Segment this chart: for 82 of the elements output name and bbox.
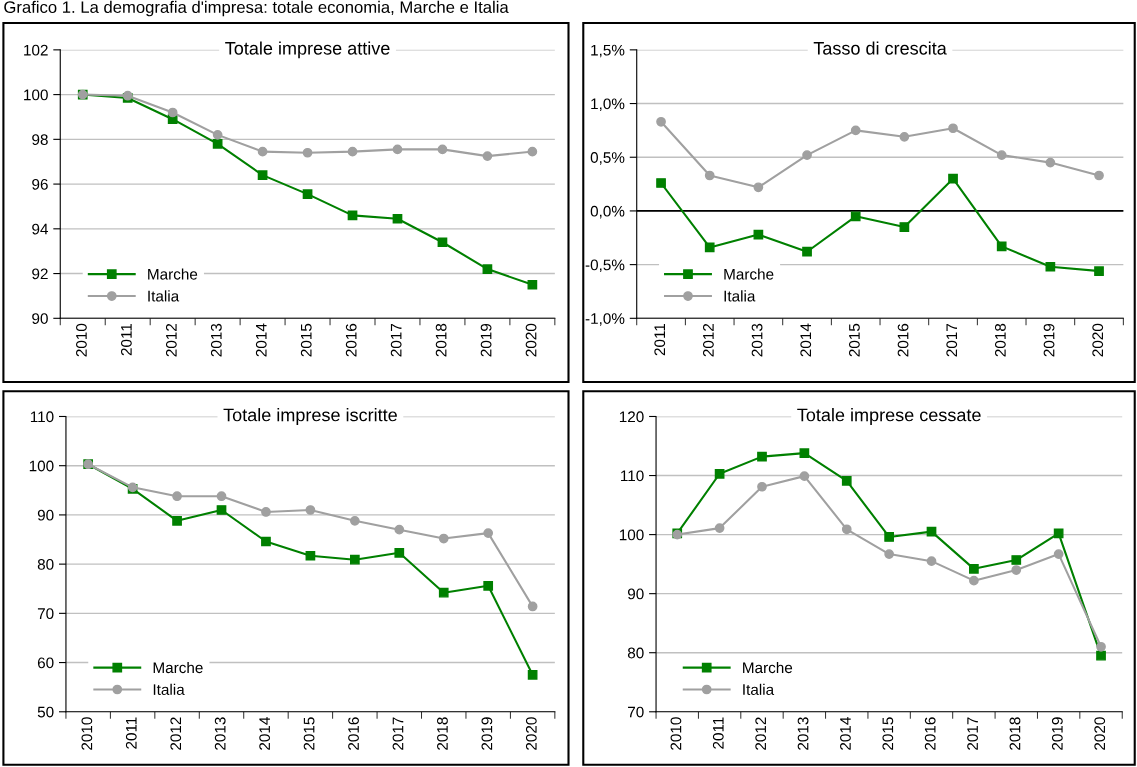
x-tick-label: 2013: [797, 717, 809, 750]
x-tick-label: 2010: [76, 323, 87, 357]
chart-subtitle: Totale imprese cessate: [797, 408, 981, 425]
x-tick-label: 2020: [525, 323, 537, 357]
legend-label: Marche: [743, 661, 793, 674]
y-tick-label: 0,0%: [590, 205, 625, 219]
x-tick-label: 2017: [392, 717, 404, 750]
x-tick-label: 2013: [210, 323, 222, 357]
x-tick-label: 2016: [345, 323, 357, 357]
x-tick-label: 2015: [303, 717, 315, 750]
x-tick-label: 2013: [751, 323, 763, 357]
x-tick-label: 2014: [800, 323, 812, 357]
y-tick-label: 120: [619, 411, 644, 423]
y-tick-label: 0,5%: [590, 152, 625, 165]
x-tick-label: 2016: [924, 717, 936, 750]
chart-subtitle: Tasso di crescita: [813, 41, 947, 55]
x-tick-label: 2014: [259, 717, 271, 750]
x-tick-label: 2017: [946, 323, 958, 357]
legend-label: Marche: [148, 268, 198, 280]
x-tick-label: 2019: [1051, 717, 1063, 750]
x-tick-label: 2011: [120, 323, 132, 356]
x-tick-label: 2015: [848, 323, 860, 357]
y-tick-label: 50: [37, 706, 54, 718]
x-tick-label: 2018: [994, 323, 1006, 357]
x-tick-label: 2010: [670, 717, 682, 750]
x-tick-label: 2011: [712, 717, 724, 749]
legend-label: Marche: [153, 661, 203, 674]
y-tick-label: 110: [30, 411, 54, 423]
y-tick-label: 70: [37, 608, 54, 620]
x-tick-label: 2011: [125, 717, 137, 749]
x-tick-label: 2015: [300, 323, 312, 357]
legend-label: Italia: [724, 290, 756, 302]
legend-label: Italia: [153, 683, 185, 696]
x-tick-label: 2015: [882, 717, 894, 750]
x-tick-label: 2012: [165, 323, 177, 357]
y-tick-label: -0,5%: [585, 259, 625, 273]
y-tick-label: 1,5%: [591, 44, 625, 58]
x-tick-label: 2020: [525, 717, 537, 750]
x-tick-label: 2010: [81, 717, 93, 750]
chart-subtitle: Totale imprese iscritte: [223, 408, 397, 425]
y-tick-label: 1,0%: [591, 98, 625, 112]
x-tick-label: 2017: [390, 323, 402, 357]
x-tick-label: 2018: [437, 717, 448, 750]
y-tick-label: 96: [32, 178, 48, 190]
x-tick-label: 2018: [435, 323, 447, 357]
y-tick-label: 92: [32, 268, 48, 280]
x-tick-label: 2019: [480, 323, 492, 357]
y-tick-label: 100: [29, 460, 54, 472]
legend-label: Italia: [148, 290, 180, 302]
x-tick-label: 2014: [840, 717, 851, 750]
x-tick-label: 2018: [1009, 717, 1021, 750]
legend-label: Italia: [743, 683, 775, 696]
x-tick-label: 2012: [170, 717, 182, 750]
x-tick-label: 2014: [255, 323, 267, 357]
x-tick-label: 2013: [214, 717, 226, 750]
y-tick-label: 100: [619, 529, 644, 541]
x-tick-label: 2020: [1094, 717, 1106, 750]
x-tick-label: 2017: [967, 717, 978, 750]
y-tick-label: 90: [37, 509, 54, 521]
y-tick-label: 70: [628, 706, 644, 718]
x-tick-label: 2011: [654, 323, 666, 356]
legend-label: Marche: [724, 268, 774, 280]
y-tick-label: 80: [627, 647, 644, 659]
y-tick-label: 90: [627, 588, 644, 600]
y-tick-label: 98: [32, 134, 48, 146]
x-tick-label: 2016: [897, 323, 909, 357]
y-tick-label: 90: [32, 313, 48, 324]
y-tick-label: 80: [37, 559, 54, 570]
y-tick-label: 110: [621, 470, 644, 482]
x-tick-label: 2012: [755, 717, 767, 750]
x-tick-label: 2016: [348, 717, 359, 750]
y-tick-label: -1,0%: [585, 313, 625, 326]
chart-title: Grafico 1. La demografia d'impresa: totale economia, Marche e Italia: [4, 0, 509, 17]
x-tick-label: 2020: [1092, 323, 1104, 357]
y-tick-label: 60: [37, 657, 54, 669]
x-tick-label: 2019: [1043, 323, 1055, 357]
x-tick-label: 2012: [703, 323, 714, 357]
chart-subtitle: Totale imprese attive: [225, 41, 390, 59]
y-tick-label: 94: [32, 223, 49, 235]
y-tick-label: 100: [24, 89, 48, 101]
x-tick-label: 2019: [481, 717, 493, 750]
y-tick-label: 102: [24, 44, 48, 56]
